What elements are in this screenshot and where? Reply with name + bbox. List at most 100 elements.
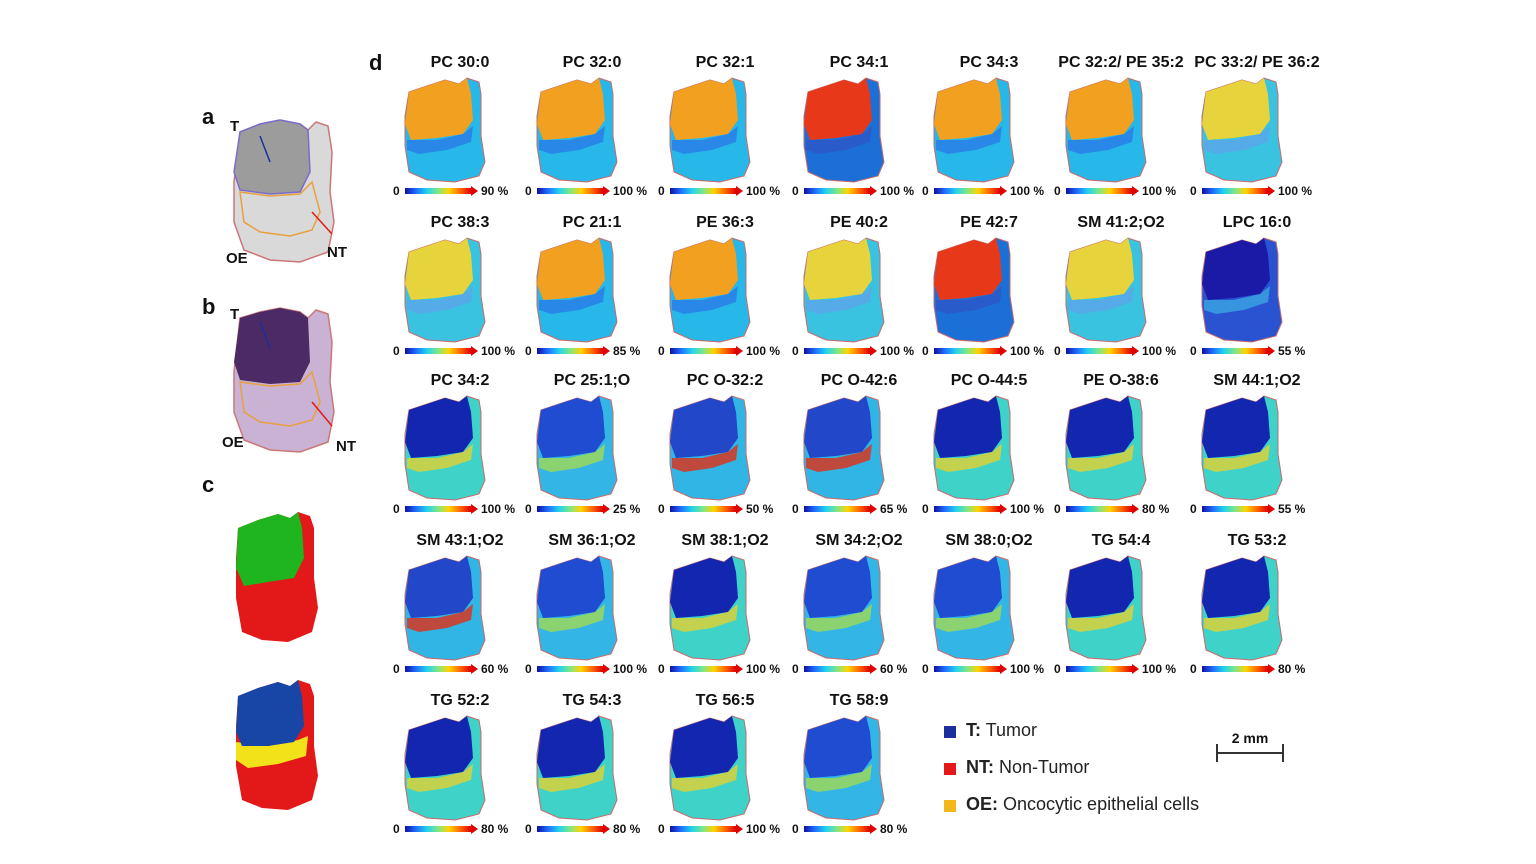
ion-image-map — [404, 555, 486, 661]
tumor-area — [405, 716, 473, 778]
colorbar-max: 100 % — [1278, 184, 1313, 198]
ion-image-map — [669, 237, 751, 343]
label-nt-b: NT — [336, 438, 356, 455]
ion-image-title: TG 58:9 — [829, 692, 889, 709]
colorbar-max: 85 % — [613, 344, 641, 358]
colorbar: 0 55 % — [1190, 344, 1324, 358]
colorbar-max: 90 % — [481, 184, 509, 198]
oe-area — [936, 286, 1002, 314]
colorbar: 0 100 % — [792, 344, 926, 358]
ion-image-tile: TG 53:2 0 80 % — [1190, 532, 1324, 692]
oe-area — [672, 764, 738, 792]
colorbar-max: 100 % — [1010, 502, 1045, 516]
ion-image-title: PC 33:2/ PE 36:2 — [1194, 54, 1320, 71]
tumor-area — [405, 78, 473, 140]
oe-area — [806, 126, 872, 154]
ion-image-map — [803, 77, 885, 183]
colorbar-max: 60 % — [880, 662, 908, 676]
panel-letter-d: d — [369, 50, 383, 75]
ion-image-title: PC O-42:6 — [820, 372, 898, 389]
colorbar-max: 50 % — [746, 502, 774, 516]
colorbar-max: 100 % — [613, 662, 648, 676]
tumor-area — [537, 396, 605, 458]
tumor-area — [1066, 396, 1134, 458]
oe-area — [1204, 444, 1270, 472]
ion-image-tile: PC O-42:6 0 65 % — [792, 372, 926, 532]
colorbar-min: 0 — [658, 184, 665, 198]
colorbar-gradient — [934, 188, 1000, 194]
oe-area — [936, 444, 1002, 472]
oe-area — [539, 286, 605, 314]
colorbar-min: 0 — [792, 184, 799, 198]
colorbar-max: 100 % — [481, 344, 516, 358]
colorbar-gradient — [1202, 506, 1268, 512]
ion-image-map — [536, 237, 618, 343]
colorbar-min: 0 — [525, 344, 532, 358]
ion-image-tile: SM 38:1;O2 0 100 % — [658, 532, 792, 692]
colorbar: 0 100 % — [658, 822, 792, 836]
ion-image-tile: PC 38:3 0 100 % — [393, 214, 527, 374]
scale-bar-label: 2 mm — [1231, 730, 1269, 746]
ion-image-map — [933, 77, 1015, 183]
colorbar-min: 0 — [393, 502, 400, 516]
colorbar-max: 100 % — [613, 184, 648, 198]
colorbar: 0 85 % — [525, 344, 659, 358]
ion-image-title: PC 32:1 — [695, 54, 755, 71]
ion-image-map — [404, 237, 486, 343]
ion-image-map — [1201, 395, 1283, 501]
oe-area — [1068, 286, 1134, 314]
oe-area — [1068, 604, 1134, 632]
colorbar-max: 100 % — [481, 502, 516, 516]
colorbar-gradient — [405, 506, 471, 512]
colorbar-arrow-icon — [471, 186, 478, 196]
ion-image-title: SM 38:1;O2 — [681, 532, 769, 549]
oe-area — [672, 604, 738, 632]
colorbar-gradient — [1066, 348, 1132, 354]
colorbar: 0 80 % — [1054, 502, 1188, 516]
colorbar-max: 100 % — [1010, 184, 1045, 198]
ion-image-title: TG 52:2 — [430, 692, 490, 709]
oe-area — [1068, 444, 1134, 472]
ion-image-map — [404, 715, 486, 821]
oe-area — [539, 444, 605, 472]
colorbar: 0 65 % — [792, 502, 926, 516]
colorbar-max: 55 % — [1278, 344, 1306, 358]
colorbar-arrow-icon — [603, 664, 610, 674]
colorbar-min: 0 — [525, 184, 532, 198]
colorbar-gradient — [804, 348, 870, 354]
colorbar-gradient — [1202, 666, 1268, 672]
ion-image-title: PC 34:1 — [829, 54, 889, 71]
oe-region — [239, 180, 321, 237]
ion-image-title: TG 54:3 — [562, 692, 622, 709]
ion-image-map — [803, 395, 885, 501]
colorbar-min: 0 — [1190, 344, 1197, 358]
ion-image-tile: SM 44:1;O2 0 55 % — [1190, 372, 1324, 532]
ion-image-tile: PC O-44:5 0 100 % — [922, 372, 1056, 532]
colorbar-gradient — [405, 348, 471, 354]
colorbar: 0 25 % — [525, 502, 659, 516]
ion-image-title: PC O-32:2 — [686, 372, 764, 389]
colorbar-max: 100 % — [746, 344, 781, 358]
ion-image-title: SM 38:0;O2 — [945, 532, 1033, 549]
oe-area — [806, 444, 872, 472]
colorbar-max: 80 % — [613, 822, 641, 836]
panel-letter-b: b — [202, 294, 216, 319]
colorbar-max: 100 % — [1010, 662, 1045, 676]
ion-image-map — [669, 555, 751, 661]
colorbar: 0 100 % — [525, 184, 659, 198]
colorbar-min: 0 — [922, 184, 929, 198]
ion-image-tile: SM 38:0;O2 0 100 % — [922, 532, 1056, 692]
colorbar-min: 0 — [658, 822, 665, 836]
colorbar-max: 100 % — [746, 822, 781, 836]
oe-area — [806, 286, 872, 314]
colorbar-min: 0 — [1190, 184, 1197, 198]
colorbar: 0 90 % — [393, 184, 527, 198]
ion-image-tile: SM 36:1;O2 0 100 % — [525, 532, 659, 692]
colorbar-gradient — [405, 826, 471, 832]
colorbar-arrow-icon — [870, 346, 877, 356]
ion-image-map — [803, 555, 885, 661]
ion-image-tile: PC 34:3 0 100 % — [922, 54, 1056, 214]
oe-area — [1204, 126, 1270, 154]
colorbar-gradient — [670, 666, 736, 672]
colorbar: 0 100 % — [1054, 344, 1188, 358]
